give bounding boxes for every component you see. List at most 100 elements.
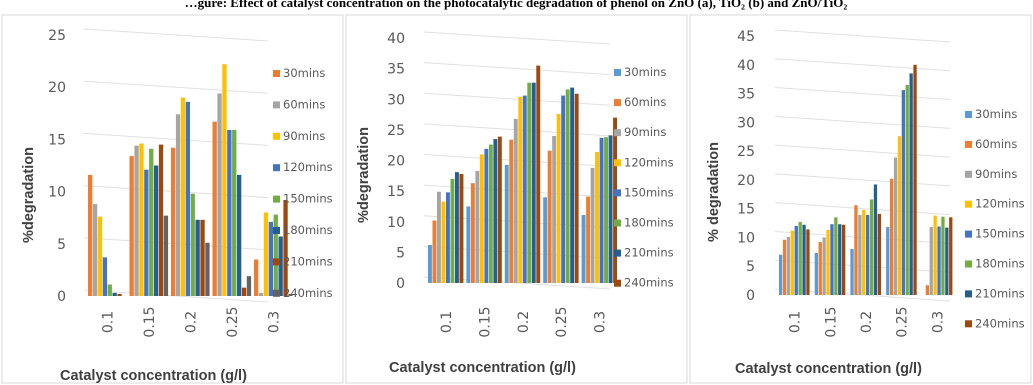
x-tick-label: 0.3 <box>930 311 946 333</box>
legend-label: 240mins <box>975 316 1025 330</box>
legend-swatch <box>614 249 621 257</box>
x-tick-label: 0.25 <box>554 306 570 337</box>
y-tick-label: 30 <box>737 115 755 131</box>
panel-a-border <box>1 14 344 384</box>
legend-label: 60mins <box>624 95 666 109</box>
legend-label: 180mins <box>283 223 333 237</box>
bar-60mins-0.25 <box>217 93 222 297</box>
x-tick-label: 0.3 <box>267 311 283 333</box>
legend-label: 120mins <box>624 155 674 169</box>
gridline <box>423 31 611 45</box>
legend-label: 150mins <box>975 227 1025 241</box>
bar-60mins-0.2 <box>854 205 858 295</box>
bar-180mins-0.1 <box>450 178 455 283</box>
gridline <box>774 58 951 72</box>
legend-label: 240mins <box>624 276 674 290</box>
bar-30mins-0.2 <box>850 248 854 295</box>
bar-240mins-0.1 <box>459 173 464 283</box>
bar-150mins-0.25 <box>901 90 905 295</box>
bar-90mins-0.25 <box>552 136 557 283</box>
x-axis-label: Catalyst concentration (g/l) <box>60 368 247 384</box>
x-tick-label: 0.1 <box>788 311 804 333</box>
bar-90mins-0.2 <box>858 214 862 295</box>
legend-swatch <box>965 260 972 268</box>
bar-210mins-0.25 <box>570 87 575 283</box>
legend-label: 90mins <box>283 129 325 143</box>
bar-150mins-0.3 <box>273 214 278 296</box>
gridline <box>83 80 269 94</box>
bar-150mins-0.15 <box>149 148 154 296</box>
bar-240mins-0.25 <box>246 276 252 296</box>
legend-swatch <box>273 132 280 140</box>
legend-label: 90mins <box>624 125 666 139</box>
y-tick-label: 25 <box>48 28 66 44</box>
bar-90mins-0.1 <box>437 191 441 283</box>
bar-60mins-0.25 <box>890 178 894 295</box>
bar-90mins-0.2 <box>180 97 186 296</box>
legend-label: 150mins <box>624 185 674 199</box>
bar-30mins-0.25 <box>212 121 217 296</box>
y-tick-label: 5 <box>746 259 755 275</box>
bar-120mins-0.15 <box>144 169 149 296</box>
bar-90mins-0.3 <box>929 227 933 295</box>
legend-label: 120mins <box>283 160 333 174</box>
legend-label: 60mins <box>283 97 325 111</box>
y-tick-label: 20 <box>737 173 755 189</box>
x-tick-label: 0.1 <box>101 311 117 333</box>
x-tick-label: 0.2 <box>859 311 875 333</box>
bar-60mins-0.1 <box>432 220 437 283</box>
y-axis-label: % degradation <box>706 142 722 242</box>
y-tick-label: 10 <box>737 230 755 246</box>
x-tick-label: 0.2 <box>516 311 532 333</box>
legend-label: 240mins <box>283 286 333 300</box>
bar-60mins-0.1 <box>92 204 98 296</box>
y-tick-label: 5 <box>396 245 405 261</box>
bar-120mins-0.2 <box>185 101 190 296</box>
legend-swatch <box>965 200 972 208</box>
legend-label: 150mins <box>283 192 333 206</box>
legend-swatch <box>273 289 280 297</box>
gridline <box>83 28 269 42</box>
bar-210mins-0.25 <box>241 287 247 296</box>
bar-180mins-0.1 <box>112 292 117 296</box>
bar-120mins-0.25 <box>556 113 561 283</box>
gridline <box>774 144 951 158</box>
bar-240mins-0.2 <box>536 65 541 283</box>
bar-60mins-0.15 <box>818 242 822 295</box>
bar-150mins-0.2 <box>190 193 195 296</box>
gridline <box>423 92 611 106</box>
legend-label: 210mins <box>283 254 333 268</box>
y-tick-label: 0 <box>57 289 66 305</box>
legend-label: 30mins <box>975 107 1017 121</box>
bar-210mins-0.25 <box>909 73 913 296</box>
bar-120mins-0.3 <box>933 215 937 295</box>
legend-label: 30mins <box>283 66 325 80</box>
bar-150mins-0.3 <box>599 137 604 283</box>
bar-120mins-0.25 <box>227 130 232 296</box>
bar-150mins-0.3 <box>937 226 941 295</box>
bar-240mins-0.25 <box>913 64 917 296</box>
gridline <box>774 87 951 101</box>
bar-240mins-0.25 <box>574 93 579 283</box>
bar-30mins-0.1 <box>779 254 783 295</box>
y-tick-label: 0 <box>396 276 405 292</box>
y-tick-label: 20 <box>48 80 66 96</box>
y-tick-label: 20 <box>387 154 405 170</box>
bar-150mins-0.1 <box>107 284 112 296</box>
legend-swatch <box>614 279 621 287</box>
bar-60mins-0.2 <box>175 114 181 297</box>
bar-30mins-0.1 <box>428 245 432 283</box>
bar-240mins-0.2 <box>205 242 210 296</box>
bar-90mins-0.15 <box>822 237 826 295</box>
legend-swatch <box>614 219 621 227</box>
y-tick-label: 25 <box>737 144 755 160</box>
y-axis-label: %degradation <box>356 127 372 223</box>
bar-30mins-0.25 <box>543 197 548 283</box>
figure-caption: …gure: Effect of catalyst concentration … <box>185 0 848 10</box>
y-tick-label: 30 <box>387 92 405 108</box>
x-tick-label: 0.25 <box>895 306 911 337</box>
bar-60mins-0.3 <box>258 292 264 296</box>
y-tick-label: 5 <box>57 237 66 253</box>
y-tick-label: 10 <box>48 185 66 201</box>
